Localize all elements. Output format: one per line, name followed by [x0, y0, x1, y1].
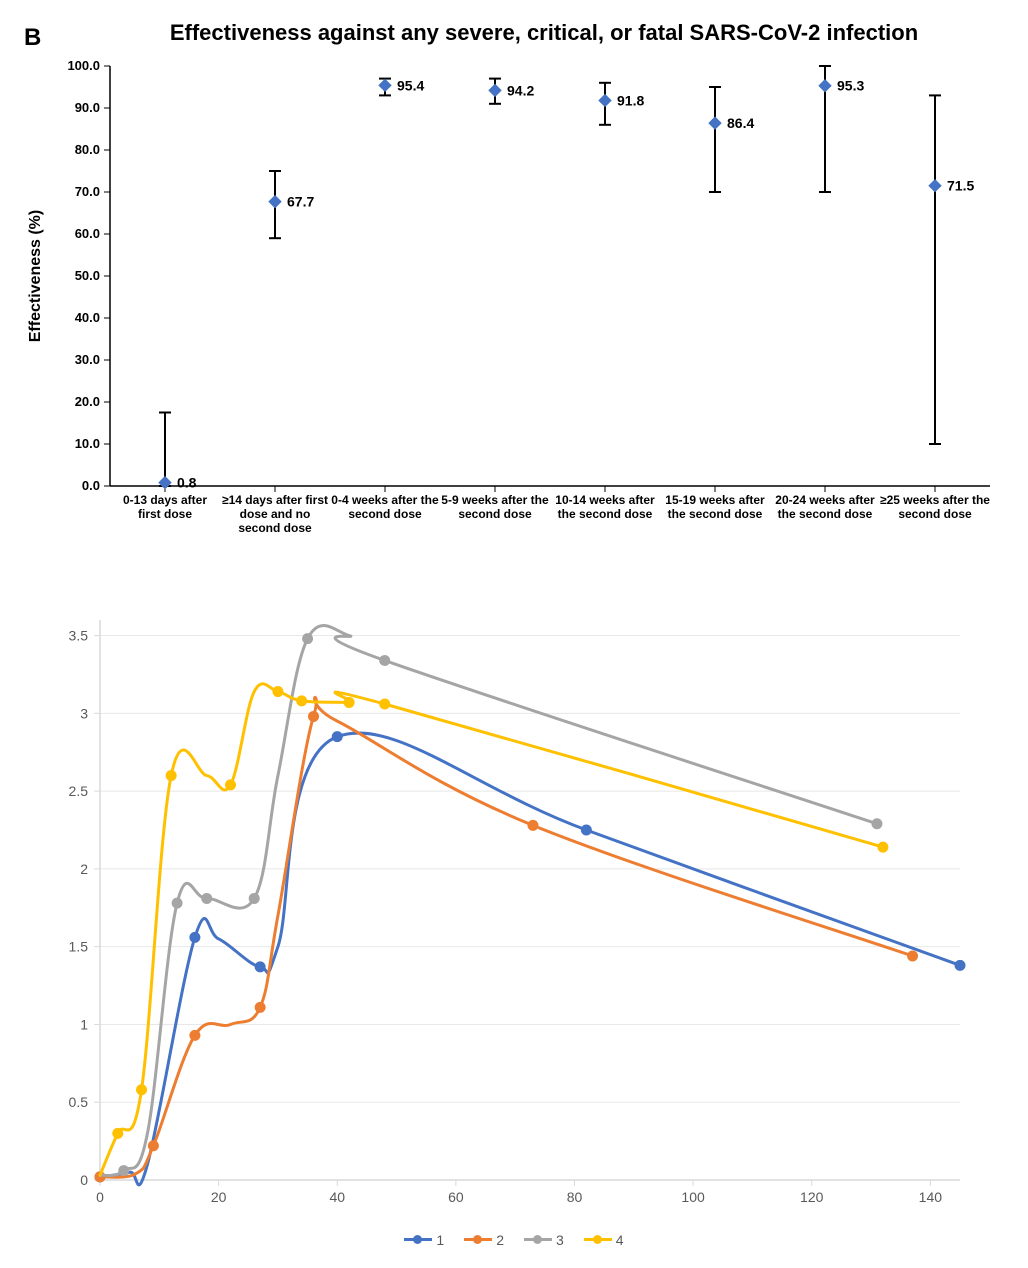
- line-chart-legend: 1 2 3 4: [20, 1228, 1008, 1248]
- category-label: 10-14 weeks after the second dose: [550, 494, 660, 522]
- svg-text:20: 20: [211, 1189, 227, 1205]
- category-label: 15-19 weeks after the second dose: [660, 494, 770, 522]
- effectiveness-chart: B Effectiveness against any severe, crit…: [20, 20, 1008, 580]
- chart-title: Effectiveness against any severe, critic…: [20, 20, 1008, 46]
- panel-label: B: [24, 24, 41, 52]
- svg-text:71.5: 71.5: [947, 178, 974, 194]
- svg-text:1: 1: [80, 1016, 88, 1032]
- svg-text:91.8: 91.8: [617, 92, 644, 108]
- svg-text:0: 0: [96, 1189, 104, 1205]
- svg-text:60.0: 60.0: [75, 226, 100, 241]
- svg-text:3: 3: [80, 705, 88, 721]
- svg-text:70.0: 70.0: [75, 184, 100, 199]
- svg-text:95.3: 95.3: [837, 78, 864, 94]
- legend-label: 1: [436, 1232, 444, 1248]
- legend-label: 2: [496, 1232, 504, 1248]
- legend-label: 3: [556, 1232, 564, 1248]
- svg-text:95.4: 95.4: [397, 77, 424, 93]
- category-label: ≥25 weeks after the second dose: [880, 494, 990, 522]
- svg-text:94.2: 94.2: [507, 82, 534, 98]
- svg-text:100.0: 100.0: [67, 58, 100, 73]
- svg-text:Effectiveness (%): Effectiveness (%): [27, 210, 44, 343]
- line-chart-svg: 0 0.5 1 1.5 2 2.5 3 3.5 0 20 40 60 80 100 120 140: [20, 600, 990, 1220]
- svg-text:80.0: 80.0: [75, 142, 100, 157]
- svg-text:0.5: 0.5: [69, 1094, 89, 1110]
- svg-text:1.5: 1.5: [69, 939, 89, 955]
- effectiveness-svg: 0.0 10.0 20.0 30.0 40.0 50.0 60.0 70.0 80.0 90.0 1…: [20, 56, 1010, 576]
- svg-text:67.7: 67.7: [287, 194, 314, 210]
- svg-text:40.0: 40.0: [75, 310, 100, 325]
- svg-text:0: 0: [80, 1172, 88, 1188]
- category-label: 20-24 weeks after the second dose: [770, 494, 880, 522]
- legend-item: 2: [464, 1232, 504, 1248]
- line-chart: 0 0.5 1 1.5 2 2.5 3 3.5 0 20 40 60 80 100 120 140 1 2 3 4: [20, 600, 1008, 1248]
- svg-text:0.8: 0.8: [177, 475, 197, 491]
- category-label: ≥14 days after first dose and no second …: [220, 494, 330, 535]
- svg-text:80: 80: [567, 1189, 583, 1205]
- svg-text:86.4: 86.4: [727, 115, 754, 131]
- svg-text:10.0: 10.0: [75, 436, 100, 451]
- svg-text:120: 120: [800, 1189, 824, 1205]
- svg-text:2.5: 2.5: [69, 783, 89, 799]
- svg-text:60: 60: [448, 1189, 464, 1205]
- svg-text:30.0: 30.0: [75, 352, 100, 367]
- svg-text:140: 140: [919, 1189, 943, 1205]
- svg-text:90.0: 90.0: [75, 100, 100, 115]
- category-label: 5-9 weeks after the second dose: [440, 494, 550, 522]
- svg-text:40: 40: [329, 1189, 345, 1205]
- legend-label: 4: [616, 1232, 624, 1248]
- category-label: 0-13 days after first dose: [110, 494, 220, 522]
- svg-text:100: 100: [681, 1189, 705, 1205]
- category-label: 0-4 weeks after the second dose: [330, 494, 440, 522]
- legend-item: 1: [404, 1232, 444, 1248]
- svg-text:3.5: 3.5: [69, 628, 89, 644]
- svg-text:50.0: 50.0: [75, 268, 100, 283]
- svg-text:2: 2: [80, 861, 88, 877]
- svg-text:0.0: 0.0: [82, 478, 100, 493]
- legend-item: 4: [584, 1232, 624, 1248]
- svg-text:20.0: 20.0: [75, 394, 100, 409]
- legend-item: 3: [524, 1232, 564, 1248]
